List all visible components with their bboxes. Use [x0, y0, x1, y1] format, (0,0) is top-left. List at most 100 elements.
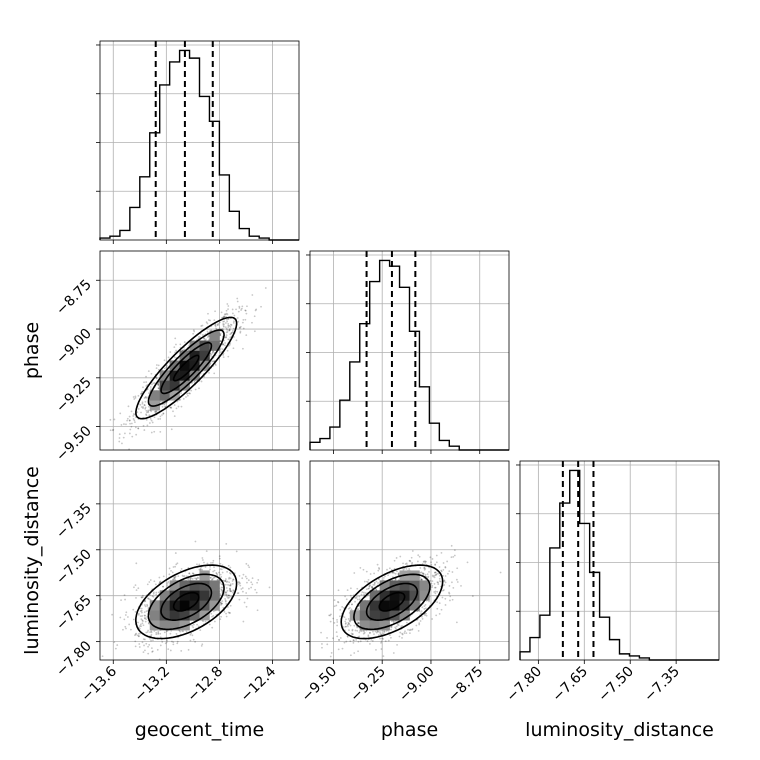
scatter-point	[174, 552, 177, 554]
scatter-point	[155, 631, 158, 634]
scatter-point	[143, 611, 146, 613]
scatter-point	[147, 622, 150, 625]
scatter-point	[159, 430, 162, 433]
scatter-point	[145, 375, 147, 378]
scatter-point	[132, 396, 135, 398]
scatter-point	[150, 388, 152, 391]
scatter-point	[144, 400, 147, 403]
density-bin	[199, 580, 210, 591]
scatter-point	[370, 586, 373, 588]
scatter-point	[193, 380, 196, 383]
scatter-point	[150, 431, 153, 434]
scatter-point	[174, 565, 177, 568]
scatter-point	[158, 576, 161, 579]
scatter-point	[163, 403, 165, 406]
contour-0.5sigma	[172, 591, 200, 612]
scatter-point	[145, 414, 148, 417]
scatter-point	[381, 637, 384, 640]
scatter-point	[346, 635, 349, 638]
scatter-point	[448, 585, 451, 587]
scatter-point	[130, 425, 133, 428]
scatter-point	[220, 311, 223, 314]
scatter-point	[185, 575, 188, 578]
scatter-point	[350, 603, 353, 606]
scatter-point	[232, 327, 235, 330]
scatter-point	[124, 432, 126, 435]
scatter-point	[144, 649, 146, 652]
scatter-point	[145, 631, 148, 634]
scatter-point	[205, 550, 208, 553]
scatter-point	[255, 591, 258, 594]
scatter-point	[209, 576, 212, 579]
scatter-point	[328, 614, 331, 617]
scatter-point	[390, 628, 392, 631]
scatter-point	[135, 597, 137, 599]
scatter-point	[202, 620, 205, 623]
scatter-point	[188, 572, 191, 575]
scatter-point	[251, 583, 254, 586]
density-bin	[149, 610, 160, 621]
density-bin	[159, 620, 170, 631]
density-bin	[389, 590, 400, 601]
scatter-point	[173, 578, 176, 580]
scatter-point	[163, 631, 166, 634]
scatter-point	[239, 584, 242, 587]
scatter-point	[351, 629, 354, 632]
scatter-point	[226, 349, 229, 352]
scatter-point	[194, 640, 197, 643]
scatter-point	[229, 323, 232, 326]
scatter-point	[227, 355, 230, 358]
scatter-point	[220, 588, 223, 591]
scatter-point	[125, 611, 128, 614]
scatter-point	[241, 587, 244, 589]
scatter-point	[183, 575, 186, 577]
scatter-point	[336, 624, 339, 627]
scatter-point	[219, 601, 222, 604]
scatter-point	[124, 614, 127, 616]
scatter-point	[164, 402, 166, 405]
scatter-point	[358, 635, 361, 638]
scatter-point	[126, 417, 129, 420]
scatter-point	[227, 338, 230, 341]
scatter-point	[166, 584, 169, 587]
scatter-point	[239, 327, 241, 329]
scatter-point	[175, 343, 177, 346]
scatter-point	[153, 630, 156, 632]
scatter-point	[228, 577, 230, 580]
scatter-point	[433, 574, 436, 577]
scatter-point	[370, 638, 373, 641]
scatter-point	[223, 610, 226, 613]
scatter-point	[227, 564, 230, 567]
scatter-point	[198, 387, 200, 390]
scatter-point	[376, 563, 379, 566]
scatter-point	[150, 372, 153, 375]
scatter-point	[111, 429, 114, 432]
scatter-point	[437, 572, 440, 575]
scatter-point	[233, 320, 235, 323]
scatter-point	[182, 630, 185, 633]
scatter-point	[141, 619, 144, 622]
scatter-point	[123, 618, 126, 621]
scatter-point	[169, 351, 172, 353]
scatter-point	[174, 576, 176, 578]
scatter-point	[175, 349, 177, 352]
scatter-point	[229, 584, 232, 587]
scatter-point	[244, 318, 247, 321]
scatter-point	[344, 625, 347, 628]
scatter-point	[348, 623, 351, 625]
scatter-point	[433, 576, 436, 579]
scatter-point	[148, 598, 151, 601]
scatter-point	[329, 655, 332, 658]
scatter-point	[241, 321, 244, 324]
scatter-point	[201, 557, 204, 559]
scatter-point	[440, 608, 443, 611]
scatter-point	[337, 601, 339, 603]
scatter-point	[420, 578, 423, 581]
scatter-point	[236, 297, 239, 300]
scatter-point	[466, 561, 469, 564]
scatter-point	[356, 626, 359, 629]
scatter-point	[201, 643, 204, 646]
scatter-point	[211, 561, 214, 564]
scatter-point	[256, 581, 259, 584]
